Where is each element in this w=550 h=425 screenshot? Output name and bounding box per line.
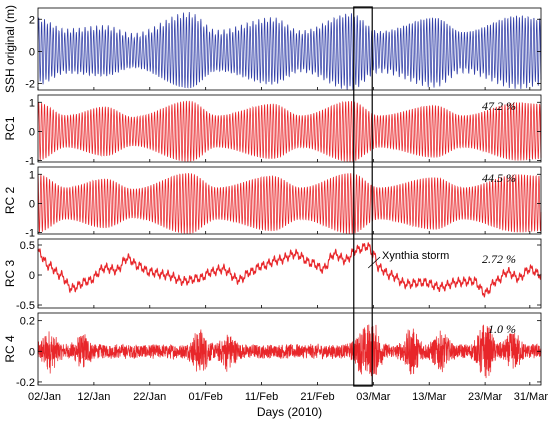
x-axis-label: Days (2010) [257,405,322,419]
y-tick-label: -2 [25,79,35,91]
x-tick-label: 11/Feb [245,391,278,403]
variance-percent-rc3: 2.72 % [482,252,516,266]
x-tick-label: 21/Feb [300,391,334,403]
storm-highlight-box [353,6,373,387]
series-line-rc2 [37,172,542,234]
series-line-rc1 [37,100,542,162]
y-tick-label: 1 [29,169,35,181]
series-line-rc4 [37,324,542,379]
storm-annotation-pointer [367,256,381,269]
x-tick-label: 22/Jan [133,391,166,403]
y-tick-label: 0 [29,126,35,138]
panels-layer: -2 0 2 SSH original (m) -1 0 1 RC1 47.2 % -1 0 1 RC … [3,5,542,389]
y-tick-label: -1 [25,156,35,168]
y-axis-label-rc2: RC 2 [3,187,17,215]
x-tick-label: 13/Mar [412,391,447,403]
x-axis: 02/Jan 12/Jan 22/Jan 01/Feb 11/Feb 21/Feb 03/M… [28,391,548,403]
series-line-rc3 [37,241,542,298]
y-tick-label: -0.2 [16,377,35,389]
y-axis-label-ssh: SSH original (m) [3,5,17,93]
y-axis-label-rc3: RC 3 [3,260,17,288]
y-tick-label: -0.5 [16,300,35,312]
y-tick-label: 2 [29,14,35,26]
y-tick-label: -1 [25,228,35,240]
x-tick-label: 01/Feb [189,391,223,403]
panel-frame-rc2 [37,166,542,235]
y-tick-label: 0 [29,346,35,358]
panel-frame-rc3 [37,238,542,309]
series-line-ssh [37,12,542,91]
y-tick-label: 0.5 [20,240,35,252]
panel-rc2: -1 0 1 RC 2 44.5 % [3,166,542,240]
y-tick-label: 0 [29,270,35,282]
panel-rc1: -1 0 1 RC1 47.2 % [3,94,542,168]
panel-frame-ssh [37,7,542,91]
panel-ssh: -2 0 2 SSH original (m) [3,5,542,93]
variance-percent-rc2: 44.5 % [482,171,516,185]
storm-annotation-label: Xynthia storm [382,250,449,262]
y-axis-label-rc1: RC1 [3,116,17,140]
y-tick-label: 0 [29,198,35,210]
y-axis-label-rc4: RC 4 [3,335,17,363]
panel-rc4: -0.2 0 0.2RC 4 1.0 % [3,312,542,389]
variance-percent-rc1: 47.2 % [482,99,516,113]
x-tick-label: 31/Mar [514,391,549,403]
panel-rc3: -0.5 0 0.5RC 3 2.72 % [3,238,542,312]
y-tick-label: 0.2 [20,316,35,328]
x-tick-label: 23/Mar [468,391,503,403]
y-tick-label: 0 [29,46,35,58]
x-tick-label: 12/Jan [77,391,110,403]
variance-percent-rc4: 1.0 % [488,322,516,336]
x-tick-label: 03/Mar [356,391,391,403]
panel-frame-rc4 [37,312,542,386]
y-tick-label: 1 [29,97,35,109]
x-tick-label: 02/Jan [28,391,61,403]
panel-frame-rc1 [37,94,542,163]
